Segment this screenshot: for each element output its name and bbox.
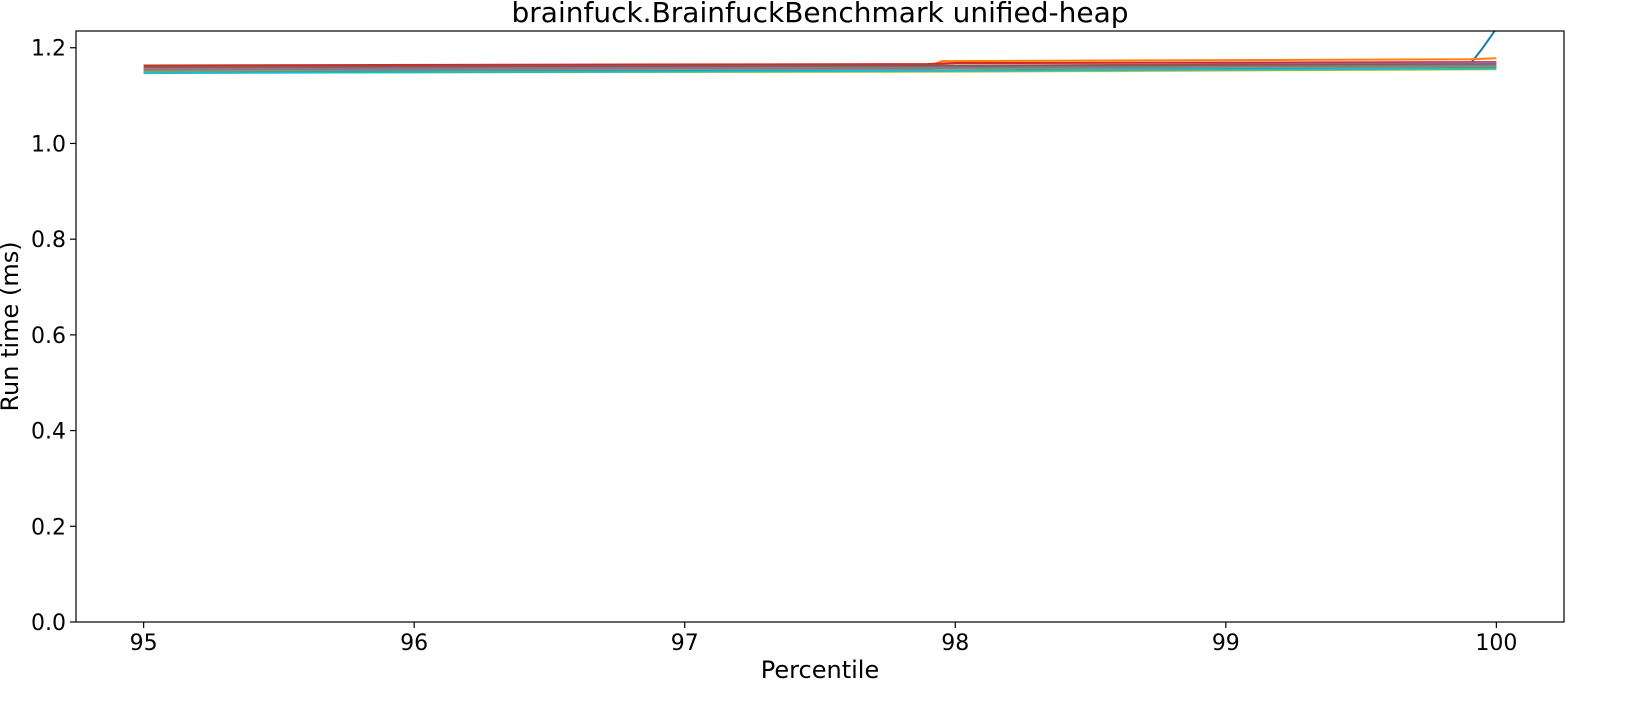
x-tick-label: 95 (130, 631, 158, 656)
x-tick-label: 97 (671, 631, 699, 656)
y-tick-label: 0.2 (31, 515, 66, 540)
series-line-4 (143, 61, 1497, 67)
plot-lines (143, 31, 1497, 75)
y-tick-label: 1.0 (31, 132, 66, 157)
y-tick-label: 0.0 (31, 611, 66, 636)
y-tick-label: 0.6 (31, 324, 66, 349)
series-line-6 (143, 63, 1497, 68)
axes-frame (75, 30, 1565, 623)
series-line-10 (143, 67, 1497, 75)
y-axis-label: Run time (ms) (0, 241, 24, 411)
y-tick-label: 0.4 (31, 420, 66, 445)
series-line-8 (143, 64, 1497, 71)
y-axis-ticks: 0.0 0.2 0.4 0.6 0.8 1.0 1.2 (31, 37, 76, 636)
x-axis-ticks: 95 96 97 98 99 100 (130, 622, 1517, 656)
x-tick-label: 98 (941, 631, 969, 656)
x-axis-label: Percentile (761, 656, 879, 684)
x-tick-label: 96 (400, 631, 428, 656)
x-tick-label: 100 (1475, 631, 1517, 656)
y-tick-label: 1.2 (31, 37, 66, 62)
y-tick-label: 0.8 (31, 228, 66, 253)
x-tick-label: 99 (1212, 631, 1240, 656)
chart-title: brainfuck.BrainfuckBenchmark unified-hea… (512, 0, 1129, 29)
